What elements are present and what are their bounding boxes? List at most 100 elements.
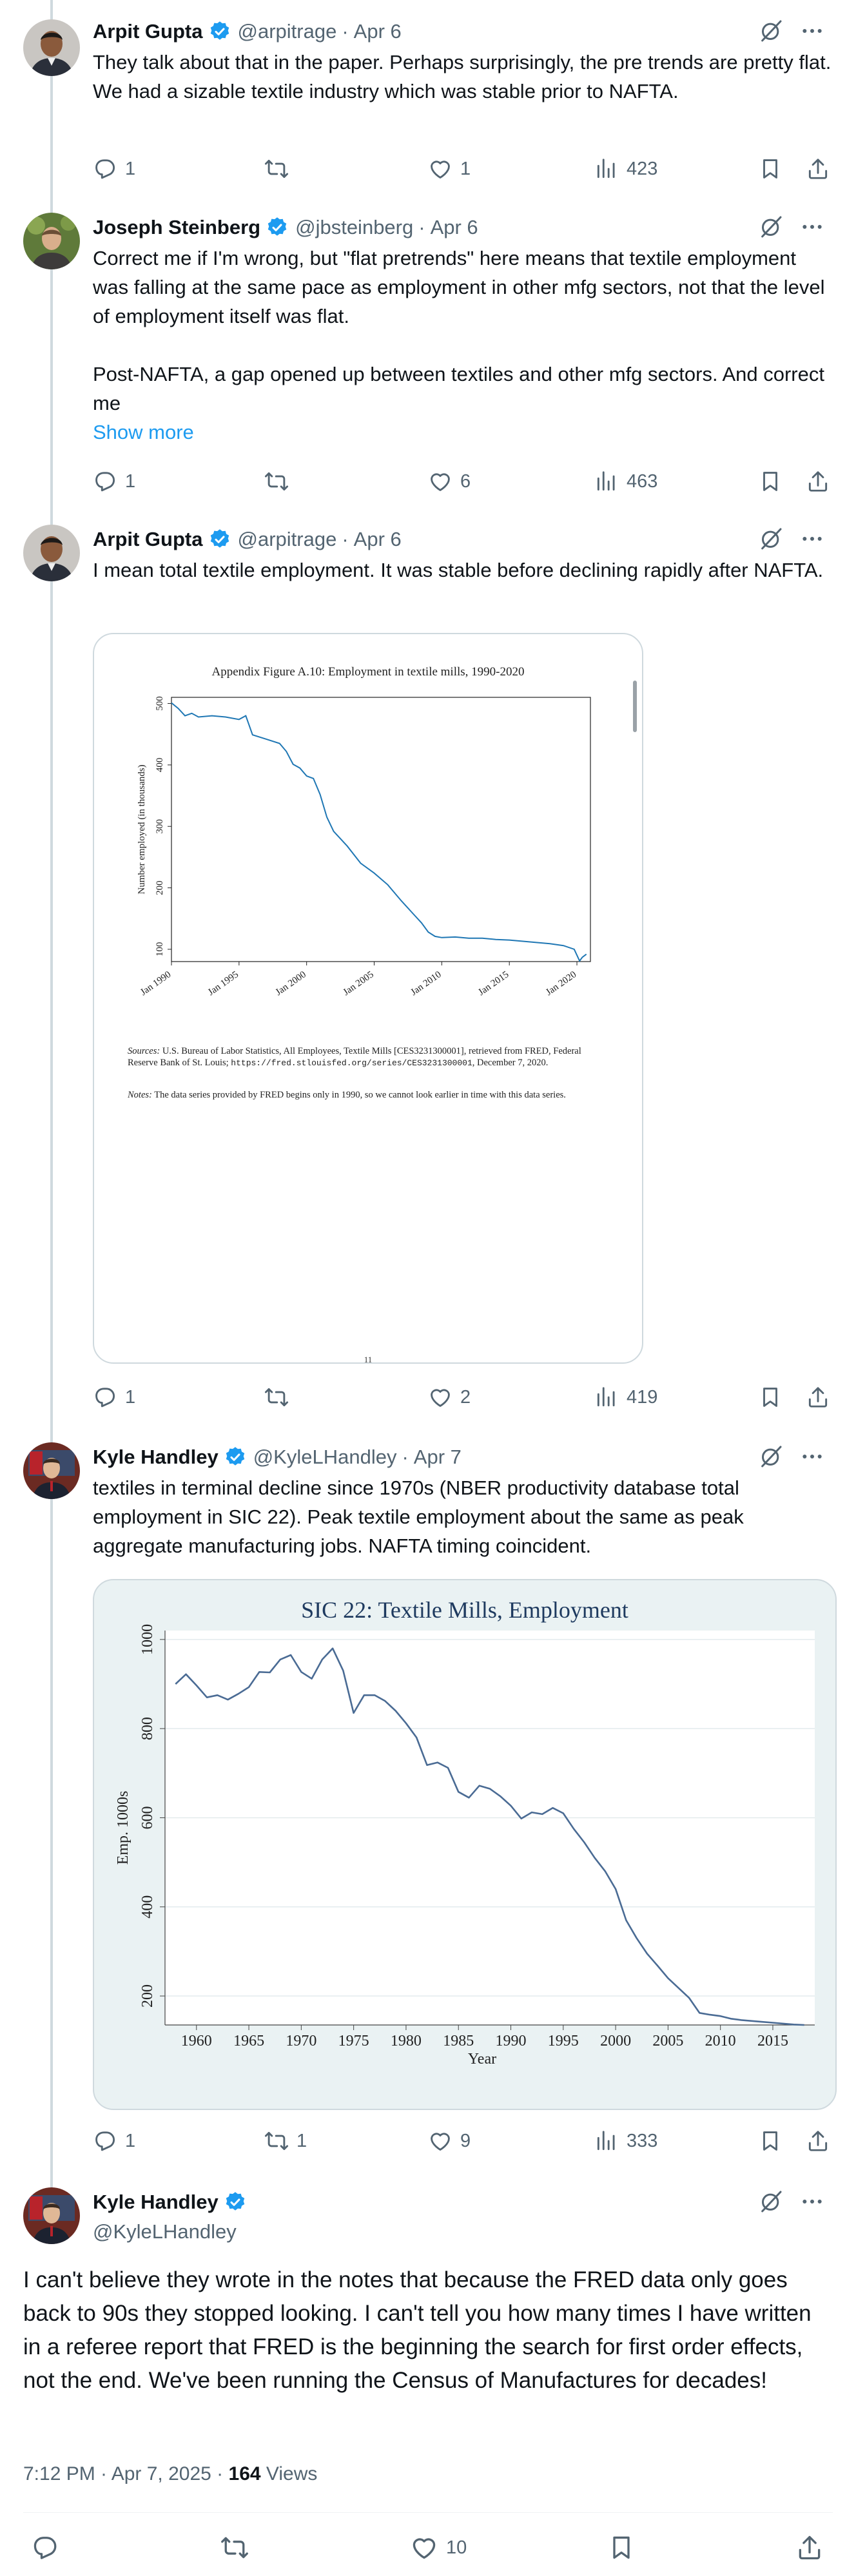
views-count: 419 bbox=[627, 1386, 658, 1408]
views-button[interactable]: 419 bbox=[594, 1381, 657, 1413]
tweet-date[interactable]: Apr 6 bbox=[430, 216, 478, 238]
more-options-icon[interactable] bbox=[799, 214, 825, 240]
tweet-timestamp[interactable]: 7:12 PM · Apr 7, 2025 bbox=[23, 2463, 211, 2484]
retweet-button[interactable] bbox=[264, 465, 297, 498]
author-name[interactable]: Arpit Gupta bbox=[93, 20, 203, 43]
x-tick-label: 1975 bbox=[338, 2033, 369, 2049]
paper-figure-image[interactable]: Appendix Figure A.10: Employment in text… bbox=[93, 633, 643, 1364]
share-icon bbox=[806, 1385, 830, 1409]
like-button[interactable]: 2 bbox=[428, 1381, 471, 1413]
author-handle[interactable]: @arpitrage bbox=[237, 20, 337, 43]
avatar-joseph-steinberg[interactable] bbox=[23, 213, 80, 269]
bookmark-icon bbox=[758, 469, 783, 494]
y-tick-label: 300 bbox=[155, 819, 165, 834]
x-tick-label: Jan 2015 bbox=[476, 969, 511, 998]
x-tick-label: Jan 2010 bbox=[409, 969, 443, 998]
scrollbar[interactable] bbox=[633, 681, 637, 732]
share-icon bbox=[795, 2533, 824, 2562]
grok-icon[interactable] bbox=[758, 18, 784, 44]
more-options-icon[interactable] bbox=[799, 1444, 825, 1469]
retweet-button[interactable] bbox=[264, 153, 297, 185]
reply-button[interactable]: 1 bbox=[93, 153, 135, 185]
bookmark-button[interactable] bbox=[758, 2125, 790, 2157]
avatar-kyle-handley[interactable] bbox=[23, 2187, 80, 2244]
share-button[interactable] bbox=[806, 153, 838, 185]
reply-count: 1 bbox=[125, 2130, 136, 2151]
share-icon bbox=[806, 157, 830, 181]
bookmark-button[interactable] bbox=[758, 1381, 790, 1413]
more-options-icon[interactable] bbox=[799, 526, 825, 552]
grok-icon[interactable] bbox=[758, 214, 784, 240]
x-tick-label: Jan 1990 bbox=[139, 969, 173, 998]
x-tick-label: 1965 bbox=[233, 2033, 264, 2049]
views-icon bbox=[594, 2129, 619, 2153]
separator-dot: · bbox=[342, 20, 349, 43]
grok-icon[interactable] bbox=[758, 2189, 784, 2214]
like-button[interactable]: 9 bbox=[428, 2125, 471, 2157]
tweet-date[interactable]: Apr 6 bbox=[353, 528, 402, 550]
action-bar: 1 2 419 bbox=[93, 1381, 834, 1413]
share-button[interactable] bbox=[806, 2125, 838, 2157]
tweet-date[interactable]: Apr 6 bbox=[353, 20, 402, 43]
bookmark-icon bbox=[758, 2129, 783, 2153]
bookmark-button[interactable] bbox=[758, 465, 790, 498]
tweet-date[interactable]: Apr 7 bbox=[413, 1446, 462, 1468]
retweet-icon bbox=[264, 469, 289, 494]
grok-icon[interactable] bbox=[758, 526, 784, 552]
views-button[interactable]: 463 bbox=[594, 465, 657, 498]
retweet-button[interactable] bbox=[264, 1381, 297, 1413]
more-options-icon[interactable] bbox=[799, 2189, 825, 2214]
author-name[interactable]: Kyle Handley bbox=[93, 2191, 219, 2213]
author-name[interactable]: Kyle Handley bbox=[93, 1446, 219, 1468]
author-name[interactable]: Arpit Gupta bbox=[93, 528, 203, 550]
like-icon bbox=[428, 1385, 452, 1409]
reply-button[interactable]: 1 bbox=[93, 1381, 135, 1413]
main-action-bar: 10 bbox=[23, 2532, 833, 2564]
reply-icon bbox=[31, 2533, 59, 2562]
views-icon bbox=[594, 1385, 619, 1409]
retweet-button[interactable]: 1 bbox=[264, 2125, 307, 2157]
bookmark-button[interactable] bbox=[607, 2532, 643, 2564]
like-button[interactable]: 6 bbox=[428, 465, 471, 498]
grok-icon[interactable] bbox=[758, 1444, 784, 1469]
reply-button[interactable] bbox=[31, 2532, 67, 2564]
author-handle[interactable]: @KyleLHandley bbox=[253, 1446, 397, 1468]
like-button[interactable]: 1 bbox=[428, 153, 471, 185]
views-button[interactable]: 423 bbox=[594, 153, 657, 185]
like-count: 6 bbox=[460, 470, 471, 492]
retweet-button[interactable] bbox=[220, 2532, 257, 2564]
y-tick-label: 800 bbox=[139, 1717, 156, 1740]
author-handle[interactable]: @jbsteinberg bbox=[295, 216, 414, 238]
sic22-chart-image[interactable]: SIC 22: Textile Mills, Employment 200 400 6… bbox=[93, 1579, 837, 2110]
share-button[interactable] bbox=[795, 2532, 832, 2564]
x-tick-label: Jan 2005 bbox=[342, 969, 376, 998]
verified-badge-icon bbox=[224, 2191, 247, 2214]
avatar-arpit-gupta[interactable] bbox=[23, 19, 80, 76]
bookmark-button[interactable] bbox=[758, 153, 790, 185]
author-name[interactable]: Joseph Steinberg bbox=[93, 216, 261, 238]
tweet-text-paragraph: Correct me if I'm wrong, but "flat pretr… bbox=[93, 247, 825, 327]
more-options-icon[interactable] bbox=[799, 18, 825, 44]
views-button[interactable]: 333 bbox=[594, 2125, 657, 2157]
action-bar: 1 1 423 bbox=[93, 153, 834, 185]
like-button[interactable]: 10 bbox=[410, 2532, 467, 2564]
author-handle[interactable]: @arpitrage bbox=[237, 528, 337, 550]
reply-icon bbox=[93, 469, 117, 494]
employment-series-line bbox=[171, 702, 587, 962]
share-button[interactable] bbox=[806, 465, 838, 498]
tweet-header: Kyle Handley bbox=[93, 2186, 253, 2218]
avatar-kyle-handley[interactable] bbox=[23, 1442, 80, 1499]
reply-button[interactable]: 1 bbox=[93, 465, 135, 498]
share-button[interactable] bbox=[806, 1381, 838, 1413]
reply-button[interactable]: 1 bbox=[93, 2125, 135, 2157]
sources-label: Sources: bbox=[128, 1046, 160, 1056]
reply-icon bbox=[93, 2129, 117, 2153]
y-axis-label: Emp. 1000s bbox=[115, 1791, 131, 1865]
avatar-arpit-gupta[interactable] bbox=[23, 525, 80, 581]
handle-line: @KyleLHandley bbox=[93, 2216, 237, 2248]
x-tick-label: 1960 bbox=[181, 2033, 212, 2049]
show-more-link[interactable]: Show more bbox=[93, 421, 194, 443]
author-handle[interactable]: @KyleLHandley bbox=[93, 2220, 237, 2243]
x-tick-label: Jan 2020 bbox=[544, 969, 578, 998]
x-tick-label: 1970 bbox=[286, 2033, 316, 2049]
